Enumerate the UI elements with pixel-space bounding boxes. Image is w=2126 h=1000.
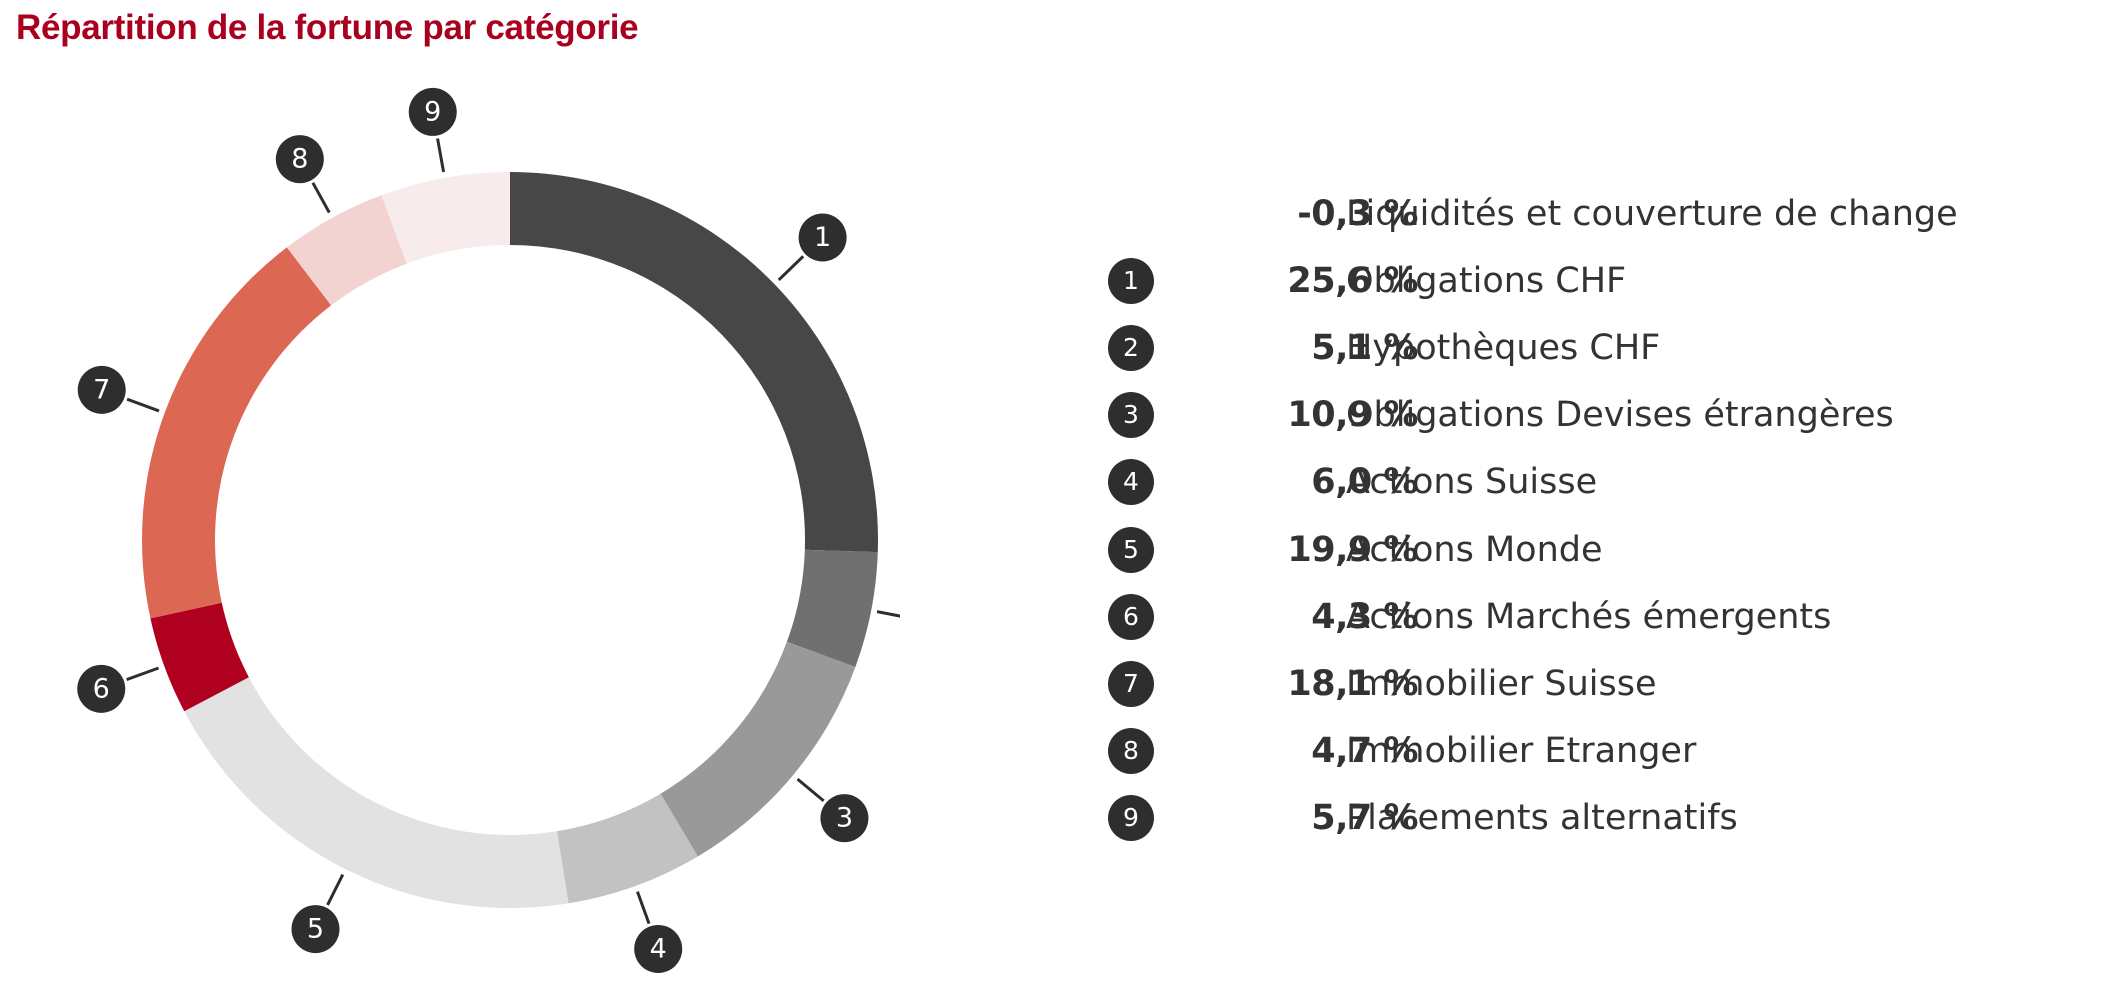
legend-value: 19,9 % [1287, 529, 1418, 570]
donut-slice-6 [150, 602, 249, 712]
slice-marker-4: 4 [634, 924, 683, 973]
donut-slice-3 [660, 641, 856, 857]
legend-item: 7 18,1 % Immobilier Suisse [1108, 650, 2108, 717]
legend-marker-badge: 6 [1108, 593, 1154, 640]
legend-label: Immobilier Suisse [1346, 663, 1657, 704]
marker-number: 5 [307, 914, 324, 945]
marker-badge [275, 135, 324, 184]
legend-marker-badge: 2 [1108, 324, 1154, 371]
donut-slice-5 [184, 677, 569, 908]
marker-number: 6 [93, 673, 110, 704]
legend-value: -0,3 % [1297, 193, 1418, 234]
slice-marker-7: 7 [77, 365, 126, 414]
marker-badge [820, 794, 869, 843]
legend-value: 5,7 % [1311, 798, 1418, 839]
donut-chart: 123456789 [77, 87, 900, 973]
legend-marker-badge: 3 [1108, 392, 1154, 439]
legend-value: 5,1 % [1311, 327, 1418, 368]
legend-value: 18,1 % [1287, 663, 1418, 704]
marker-badge [408, 87, 457, 136]
legend-marker-badge: 8 [1108, 728, 1154, 775]
donut-slice-2 [786, 549, 878, 668]
marker-number: 4 [650, 933, 667, 964]
donut-slice-1 [510, 172, 878, 553]
marker-badge [798, 213, 847, 262]
leader-line-8 [311, 182, 331, 214]
legend-label: Hypothèques CHF [1346, 327, 1661, 368]
marker-number: 9 [424, 96, 441, 127]
donut-slice-9 [381, 172, 510, 264]
slice-marker-6: 6 [77, 664, 126, 713]
legend-value: 25,6 % [1287, 260, 1418, 301]
marker-number: 3 [836, 803, 853, 834]
legend-value: 4,7 % [1311, 731, 1418, 772]
donut-slice-8 [286, 195, 407, 306]
legend-item: 9 5,7 % Placements alternatifs [1108, 785, 2108, 852]
legend-label: Actions Marchés émergents [1346, 596, 1832, 637]
leader-line-9 [436, 138, 446, 173]
chart-title: Répartition de la fortune par catégorie [16, 8, 639, 47]
leader-line-2 [876, 610, 900, 618]
leader-line-7 [126, 397, 160, 413]
donut-slice-4 [556, 793, 698, 904]
legend-label: Actions Suisse [1346, 462, 1598, 503]
legend-item: -0,3 % Liquidités et couverture de change [1108, 180, 2108, 247]
slice-marker-3: 3 [820, 794, 869, 843]
marker-number: 8 [291, 144, 308, 175]
legend-item: 6 4,3 % Actions Marchés émergents [1108, 583, 2108, 650]
legend-item: 5 19,9 % Actions Monde [1108, 516, 2108, 583]
legend-label: Obligations CHF [1346, 260, 1627, 301]
slice-marker-1: 1 [798, 213, 847, 262]
legend: -0,3 % Liquidités et couverture de change… [1108, 180, 2108, 852]
legend-marker-badge: 7 [1108, 660, 1154, 707]
legend-item: 8 4,7 % Immobilier Etranger [1108, 718, 2108, 785]
legend-marker-badge: 5 [1108, 526, 1154, 573]
slice-marker-5: 5 [291, 905, 340, 954]
legend-item: 4 6,0 % Actions Suisse [1108, 449, 2108, 516]
legend-label: Obligations Devises étrangères [1346, 395, 1894, 436]
marker-badge [634, 924, 683, 973]
marker-badge [77, 664, 126, 713]
donut-slice-7 [142, 247, 332, 619]
marker-badge [291, 905, 340, 954]
legend-item: 2 5,1 % Hypothèques CHF [1108, 314, 2108, 381]
legend-item: 1 25,6 % Obligations CHF [1108, 247, 2108, 314]
legend-item: 3 10,9 % Obligations Devises étrangères [1108, 382, 2108, 449]
legend-value: 10,9 % [1287, 395, 1418, 436]
legend-marker-badge: 9 [1108, 795, 1154, 842]
legend-label: Liquidités et couverture de change [1346, 193, 1958, 234]
legend-value: 4,3 % [1311, 596, 1418, 637]
slice-marker-8: 8 [275, 135, 324, 184]
marker-number: 1 [814, 222, 831, 253]
leader-line-1 [777, 255, 805, 282]
leader-line-6 [126, 666, 160, 682]
leader-line-3 [796, 778, 825, 803]
legend-value: 6,0 % [1311, 462, 1418, 503]
marker-badge [77, 365, 126, 414]
legend-marker-badge: 1 [1108, 257, 1154, 304]
marker-number: 7 [93, 374, 110, 405]
legend-marker-badge: 4 [1108, 459, 1154, 506]
legend-label: Placements alternatifs [1346, 798, 1738, 839]
leader-line-4 [636, 891, 651, 925]
legend-label: Actions Monde [1346, 529, 1603, 570]
slice-marker-9: 9 [408, 87, 457, 136]
leader-line-5 [326, 873, 345, 906]
legend-label: Immobilier Etranger [1346, 731, 1697, 772]
